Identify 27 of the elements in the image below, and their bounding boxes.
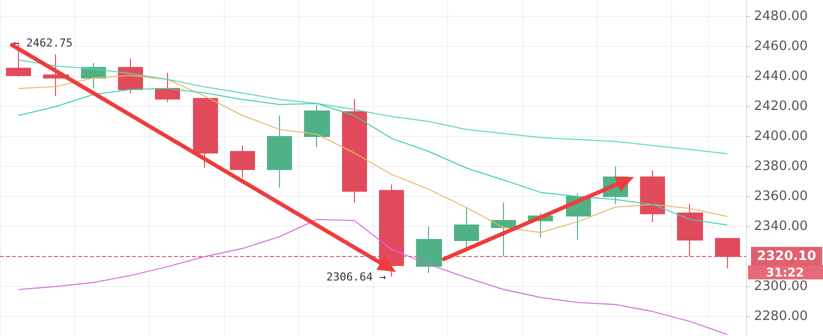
candlestick xyxy=(304,104,330,148)
candlestick xyxy=(640,170,665,222)
candlestick xyxy=(155,72,180,102)
candlestick xyxy=(454,206,479,248)
y-tick-label: 2380.00 xyxy=(754,159,808,174)
y-tick-label: 2360.00 xyxy=(754,189,808,204)
candlestick xyxy=(491,202,516,257)
y-tick-label: 2440.00 xyxy=(754,69,808,84)
candlestick xyxy=(193,98,218,168)
annotation: 2306.64 → xyxy=(326,270,386,284)
y-tick-label: 2280.00 xyxy=(754,309,808,324)
y-tick-label: 2480.00 xyxy=(754,9,808,24)
line-series xyxy=(18,218,728,335)
ref-line-label: 2320.10 xyxy=(757,248,816,264)
y-tick-label: 2420.00 xyxy=(754,99,808,114)
candlestick xyxy=(715,238,740,269)
y-tick-label: 2340.00 xyxy=(754,219,808,234)
candlestick xyxy=(342,98,367,203)
line-series xyxy=(18,60,728,154)
text: 31:22 xyxy=(766,265,804,280)
candlestick xyxy=(677,204,703,257)
y-tick-label: 2300.00 xyxy=(754,279,808,294)
candlestick xyxy=(230,145,255,178)
y-tick-label: 2460.00 xyxy=(754,39,808,54)
candlestick xyxy=(267,115,292,188)
candlestick xyxy=(416,226,442,274)
y-tick-label: 2400.00 xyxy=(754,129,808,144)
